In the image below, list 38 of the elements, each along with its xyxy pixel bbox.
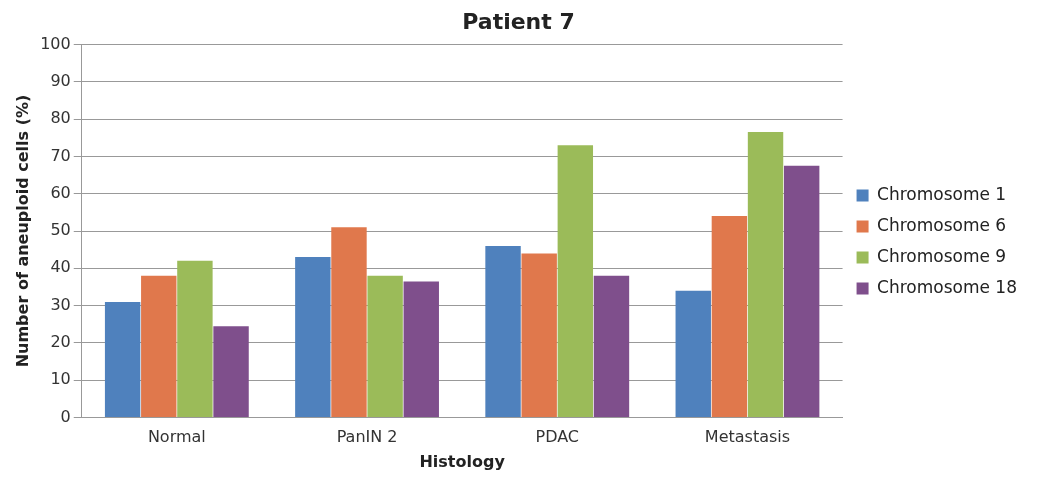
bar — [331, 227, 367, 418]
bar — [213, 326, 249, 418]
y-tick-label: 60 — [50, 182, 71, 202]
y-tick-label: 40 — [50, 257, 71, 277]
bar — [485, 245, 521, 418]
x-tick-label: PDAC — [535, 427, 580, 447]
bar — [675, 290, 711, 418]
y-axis-title: Number of aneuploid cells (%) — [12, 94, 32, 368]
bar — [295, 257, 331, 418]
bar — [593, 275, 630, 418]
bar — [747, 132, 784, 418]
bar — [521, 253, 557, 418]
legend-label: Chromosome 9 — [877, 245, 1007, 266]
y-tick-label: 10 — [50, 369, 71, 389]
y-tick-label: 90 — [50, 70, 71, 90]
bar — [177, 260, 213, 418]
y-tick-label: 100 — [40, 33, 71, 53]
y-tick-label: 70 — [50, 145, 71, 165]
bar — [711, 216, 748, 418]
bar — [403, 281, 439, 418]
legend-label: Chromosome 1 — [877, 183, 1007, 204]
x-axis-title: Histology — [419, 451, 506, 471]
bar — [104, 301, 141, 418]
bar — [367, 275, 403, 418]
y-tick-label: 0 — [60, 406, 71, 426]
y-tick-label: 20 — [50, 332, 71, 352]
legend-label: Chromosome 18 — [877, 276, 1017, 297]
y-tick-label: 80 — [50, 108, 71, 128]
bar — [141, 275, 177, 418]
x-tick-label: Normal — [147, 427, 206, 447]
y-tick-label: 30 — [50, 294, 71, 314]
bar — [783, 165, 820, 418]
x-tick-label: PanIN 2 — [336, 427, 398, 447]
x-tick-label: Metastasis — [704, 427, 791, 447]
legend-label: Chromosome 6 — [877, 214, 1007, 235]
y-tick-label: 50 — [50, 220, 71, 240]
bar — [557, 145, 594, 418]
chart-title: Patient 7 — [462, 8, 575, 34]
